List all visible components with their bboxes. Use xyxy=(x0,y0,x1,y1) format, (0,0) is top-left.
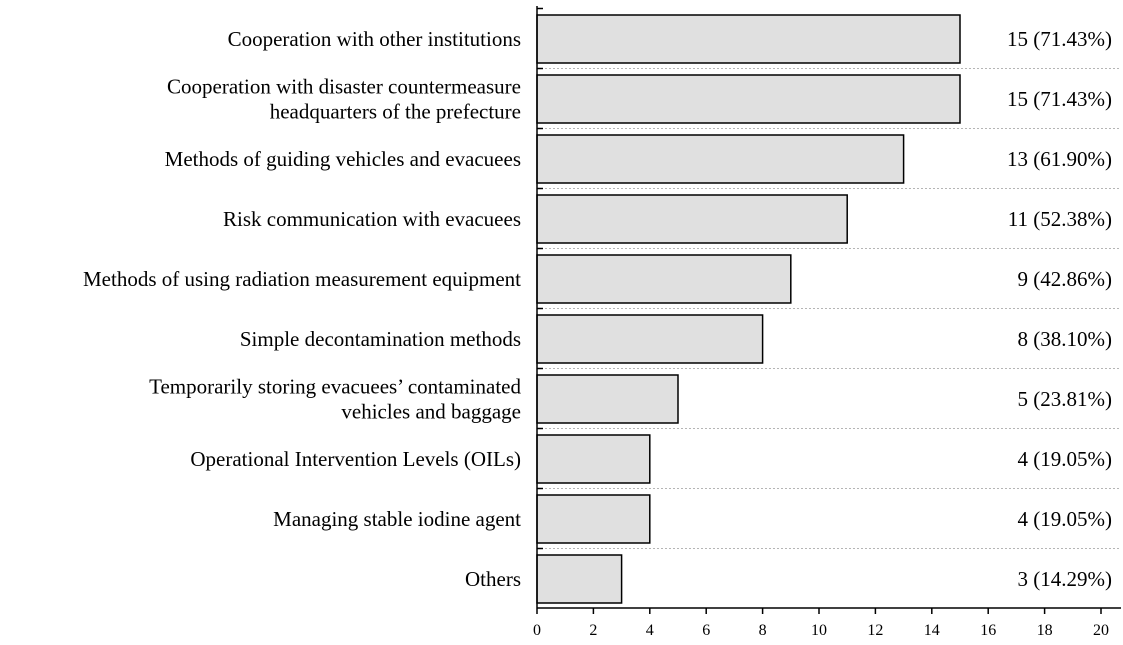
x-tick-label: 10 xyxy=(811,622,827,639)
x-tick-label: 0 xyxy=(533,622,541,639)
bar xyxy=(537,555,622,603)
value-label: 3 (14.29%) xyxy=(1018,567,1112,591)
value-label: 5 (23.81%) xyxy=(1018,387,1112,411)
category-label: Cooperation with other institutions xyxy=(228,27,521,51)
bar xyxy=(537,435,650,483)
x-tick-label: 8 xyxy=(759,622,767,639)
x-tick-label: 16 xyxy=(980,622,996,639)
category-label: headquarters of the prefecture xyxy=(270,100,521,124)
bar xyxy=(537,375,678,423)
category-label: vehicles and baggage xyxy=(341,400,521,424)
bar xyxy=(537,255,791,303)
bar xyxy=(537,75,960,123)
category-label: Temporarily storing evacuees’ contaminat… xyxy=(149,375,521,399)
value-label: 13 (61.90%) xyxy=(1007,147,1112,171)
x-tick-label: 4 xyxy=(646,622,654,639)
x-tick-label: 12 xyxy=(867,622,883,639)
value-label: 8 (38.10%) xyxy=(1018,327,1112,351)
category-label: Managing stable iodine agent xyxy=(273,507,521,531)
value-label: 11 (52.38%) xyxy=(1008,207,1112,231)
x-tick-label: 18 xyxy=(1037,622,1053,639)
x-tick-label: 14 xyxy=(924,622,940,639)
value-label: 15 (71.43%) xyxy=(1007,87,1112,111)
x-tick-label: 2 xyxy=(589,622,597,639)
category-label: Risk communication with evacuees xyxy=(223,207,521,231)
category-label: Cooperation with disaster countermeasure xyxy=(167,75,521,99)
bar xyxy=(537,315,763,363)
value-label: 15 (71.43%) xyxy=(1007,27,1112,51)
value-label: 4 (19.05%) xyxy=(1018,447,1112,471)
category-label: Others xyxy=(465,567,521,591)
value-label: 4 (19.05%) xyxy=(1018,507,1112,531)
x-tick-label: 6 xyxy=(702,622,710,639)
x-tick-label: 20 xyxy=(1093,622,1109,639)
bar xyxy=(537,15,960,63)
bar xyxy=(537,195,847,243)
category-label: Methods of guiding vehicles and evacuees xyxy=(165,147,521,171)
bar xyxy=(537,495,650,543)
category-label: Operational Intervention Levels (OILs) xyxy=(190,447,521,471)
category-label: Methods of using radiation measurement e… xyxy=(83,267,521,291)
bar xyxy=(537,135,904,183)
category-label: Simple decontamination methods xyxy=(240,327,521,351)
value-label: 9 (42.86%) xyxy=(1018,267,1112,291)
